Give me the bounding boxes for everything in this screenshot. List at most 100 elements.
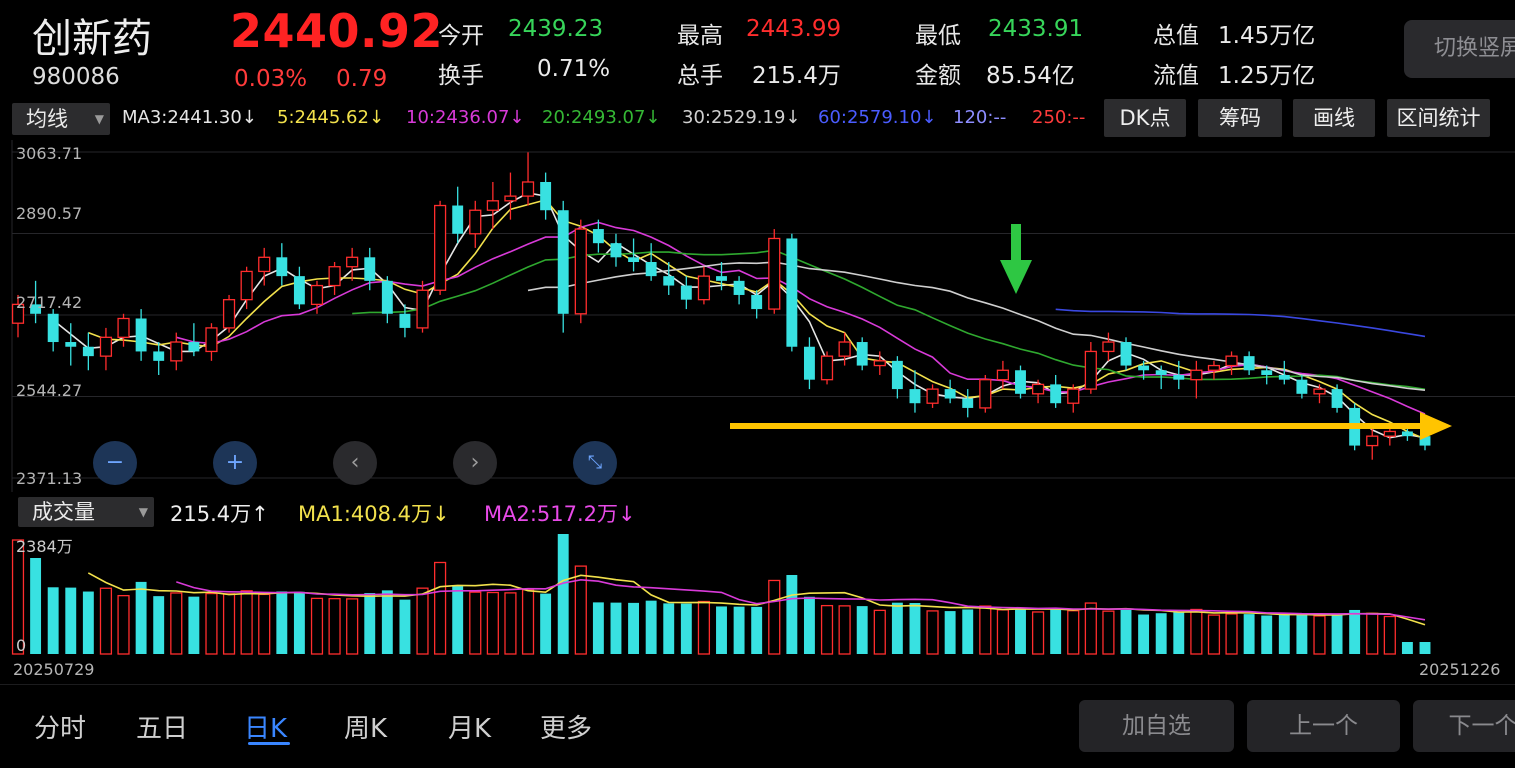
reset-zoom-button[interactable]: ⤡ — [573, 441, 617, 485]
volume-bar — [574, 565, 587, 655]
volume-ma-lines — [87, 572, 1426, 626]
volume-bar — [663, 603, 675, 654]
caret-down-icon: ▼ — [138, 505, 148, 519]
candle-body — [873, 360, 886, 367]
chevron-right-icon: › — [470, 450, 480, 475]
tab-more[interactable]: 更多 — [540, 714, 593, 744]
tab-daily-k[interactable]: 日K — [244, 714, 288, 744]
volume-bar — [891, 602, 903, 654]
volume-bar — [416, 587, 429, 655]
volume-bar — [1401, 642, 1413, 654]
candle-body — [1015, 370, 1026, 394]
total-hands-value: 215.4万 — [752, 63, 841, 89]
volume-bar — [30, 558, 42, 654]
candle-body — [962, 398, 974, 408]
volume-bar — [610, 602, 622, 654]
change-percent: 0.03% — [234, 66, 308, 92]
plus-icon: + — [225, 450, 245, 475]
price-axis-label: 3063.71 — [16, 144, 83, 163]
candle-body — [1050, 384, 1062, 404]
volume-bar — [979, 605, 992, 655]
tab-intraday[interactable]: 分时 — [34, 714, 87, 744]
candle-body — [697, 275, 711, 301]
candle-body — [310, 284, 324, 306]
volume-value: 215.4万↑ — [170, 502, 269, 526]
candle-body — [1225, 355, 1238, 367]
range-stats-button[interactable]: 区间统计 — [1387, 99, 1490, 137]
divider — [0, 684, 1515, 685]
candle-body — [856, 342, 868, 366]
volume-bar — [996, 609, 1010, 655]
volume-bar — [592, 602, 604, 654]
candle-body — [293, 276, 305, 305]
candle-body — [30, 304, 42, 314]
candle-body — [276, 257, 288, 277]
volume-bar — [1173, 612, 1185, 654]
previous-button[interactable]: 上一个 — [1247, 700, 1400, 752]
candle-body — [592, 229, 604, 244]
arrow-down-icon — [1011, 224, 1021, 262]
price-grid — [11, 140, 1515, 492]
candle-body — [1366, 435, 1379, 447]
switch-portrait-button[interactable]: 切换竖屏 — [1404, 20, 1515, 78]
candle-body — [751, 294, 763, 310]
dk-point-button[interactable]: DK点 — [1104, 99, 1186, 137]
candlestick-chart[interactable] — [0, 140, 1515, 492]
volume-ma1: MA1:408.4万↓ — [298, 502, 450, 526]
arrow-right-icon — [1420, 412, 1452, 440]
candle-body — [1173, 374, 1185, 380]
volume-bar — [1383, 615, 1396, 655]
candle-body — [716, 276, 727, 281]
candle-body — [1261, 370, 1273, 375]
indicator-select[interactable]: 成交量 ▼ — [18, 497, 154, 527]
candle-body — [803, 346, 815, 380]
scroll-left-button[interactable]: ‹ — [333, 441, 377, 485]
volume-bar — [99, 587, 113, 655]
volume-bar — [768, 579, 781, 655]
indicator-select-label: 成交量 — [32, 500, 95, 524]
tab-five-day[interactable]: 五日 — [136, 714, 189, 744]
candle-body — [117, 317, 130, 338]
candle-body — [381, 280, 393, 314]
tab-weekly-k[interactable]: 周K — [344, 714, 388, 744]
candle-body — [11, 303, 25, 324]
candle-body — [610, 243, 622, 258]
low-label: 最低 — [915, 23, 961, 49]
turnover-label: 换手 — [438, 63, 484, 89]
chip-button[interactable]: 筹码 — [1198, 99, 1282, 137]
volume-bar — [944, 611, 956, 654]
candle-body — [1383, 430, 1396, 437]
volume-bar — [1015, 608, 1026, 654]
volume-bar — [803, 596, 815, 654]
ma3-indicator: MA3:2441.30↓ — [122, 107, 257, 128]
volume-bar — [469, 591, 482, 655]
volume-bar — [1366, 612, 1379, 655]
tab-monthly-k[interactable]: 月K — [448, 714, 492, 744]
volume-bar — [697, 600, 711, 655]
volume-bar — [856, 606, 868, 654]
next-button[interactable]: 下一个 — [1413, 700, 1515, 752]
volume-bar — [328, 597, 341, 655]
candle-body — [979, 379, 992, 409]
candle-body — [205, 327, 218, 353]
volume-chart[interactable] — [0, 530, 1515, 658]
candle-body — [82, 346, 94, 357]
volume-bar — [1067, 610, 1080, 655]
scroll-right-button[interactable]: › — [453, 441, 497, 485]
volume-bar — [153, 596, 165, 654]
volume-bar — [1278, 614, 1290, 654]
volume-bar — [716, 606, 727, 654]
volume-bar — [240, 590, 253, 655]
zoom-in-button[interactable]: + — [213, 441, 257, 485]
volume-bar — [310, 597, 324, 655]
candle-body — [452, 205, 464, 234]
ma-select[interactable]: 均线 ▼ — [12, 103, 110, 135]
candle-body — [1102, 341, 1115, 353]
volume-bar — [433, 561, 447, 655]
zoom-out-button[interactable]: − — [93, 441, 137, 485]
add-watchlist-button[interactable]: 加自选 — [1079, 700, 1234, 752]
candle-body — [99, 336, 113, 357]
ma120-indicator: 120:-- — [953, 107, 1007, 128]
volume-bar — [680, 603, 692, 654]
draw-line-button[interactable]: 画线 — [1293, 99, 1375, 137]
